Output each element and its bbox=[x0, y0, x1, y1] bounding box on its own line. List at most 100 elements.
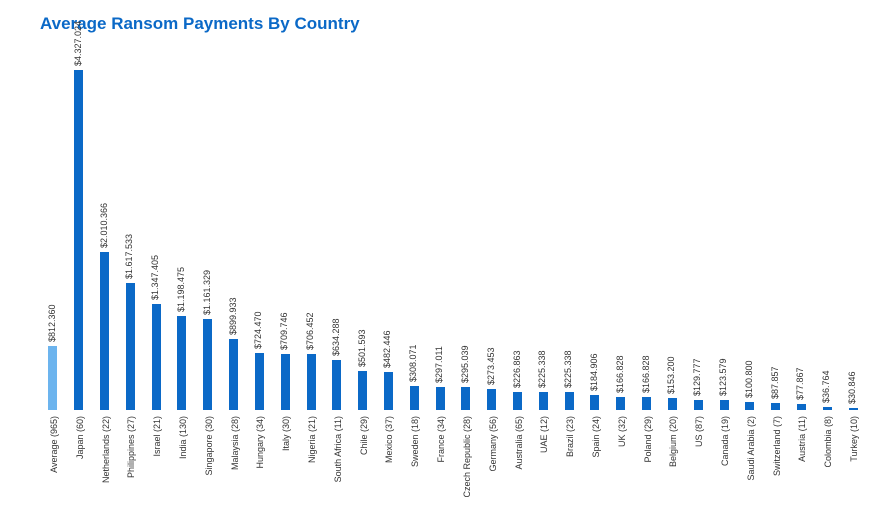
bar-value-label: $166.828 bbox=[641, 355, 651, 393]
bar-value-label: $100.800 bbox=[744, 360, 754, 398]
bar-value-label: $30.846 bbox=[847, 371, 857, 404]
bar-value-label: $153.200 bbox=[666, 356, 676, 394]
category-label: Nigeria (21) bbox=[307, 416, 317, 463]
bar bbox=[152, 304, 161, 410]
category-label: US (87) bbox=[694, 416, 704, 447]
category-label: Chile (29) bbox=[359, 416, 369, 455]
bar-upper: $4.327.024 bbox=[66, 60, 92, 410]
category-label-wrap: Saudi Arabia (2) bbox=[737, 410, 763, 510]
category-label: India (130) bbox=[178, 416, 188, 459]
bar-slot: $1.347.405Israel (21) bbox=[143, 60, 169, 510]
bar bbox=[694, 400, 703, 410]
bar-value-label: $123.579 bbox=[718, 358, 728, 396]
category-label-wrap: Singapore (30) bbox=[195, 410, 221, 510]
bar-slot: $273.453 Germany (56) bbox=[479, 60, 505, 510]
category-label-wrap: India (130) bbox=[169, 410, 195, 510]
bar-upper: $501.593 bbox=[350, 60, 376, 410]
bar-slot: $225.338 UAE (12) bbox=[530, 60, 556, 510]
bar-slot: $295.039Czech Republic (28) bbox=[453, 60, 479, 510]
category-label-wrap: UK (32) bbox=[608, 410, 634, 510]
bar bbox=[461, 387, 470, 410]
category-label-wrap: Average (965) bbox=[40, 410, 66, 510]
bar-slot: $166.828UK (32) bbox=[608, 60, 634, 510]
category-label-wrap: France (34) bbox=[427, 410, 453, 510]
category-label-wrap: Colombia (8) bbox=[814, 410, 840, 510]
category-label-wrap: Italy (30) bbox=[272, 410, 298, 510]
bar bbox=[126, 283, 135, 410]
category-label-wrap: Spain (24) bbox=[582, 410, 608, 510]
bar-value-label: $634.288 bbox=[331, 318, 341, 356]
category-label: Australia (65) bbox=[514, 416, 524, 470]
bar-upper: $225.338 bbox=[530, 60, 556, 410]
bar-upper: $2.010.366 bbox=[92, 60, 118, 410]
bar-value-label: $706.452 bbox=[305, 312, 315, 350]
bar-slot: $87.857Switzerland (7) bbox=[763, 60, 789, 510]
bar-slot: $184.906Spain (24) bbox=[582, 60, 608, 510]
category-label-wrap: Chile (29) bbox=[350, 410, 376, 510]
bar-upper: $724.470 bbox=[247, 60, 273, 410]
bar bbox=[513, 392, 522, 410]
bar-slot: $706.452 Nigeria (21) bbox=[298, 60, 324, 510]
bar bbox=[177, 316, 186, 410]
bar-slot: $153.200 Belgium (20) bbox=[660, 60, 686, 510]
bar-slot: $899.933Malaysia (28) bbox=[221, 60, 247, 510]
bar-upper: $634.288 bbox=[324, 60, 350, 410]
category-label: Philippines (27) bbox=[126, 416, 136, 478]
bar bbox=[487, 389, 496, 410]
bar-upper: $273.453 bbox=[479, 60, 505, 410]
bar-slot: $129.777US (87) bbox=[685, 60, 711, 510]
bar-upper: $1.347.405 bbox=[143, 60, 169, 410]
bar-slot: $36.764Colombia (8) bbox=[814, 60, 840, 510]
bar bbox=[745, 402, 754, 410]
bar-upper: $225.338 bbox=[556, 60, 582, 410]
bar-value-label: $482.446 bbox=[382, 330, 392, 368]
bar-upper: $166.828 bbox=[608, 60, 634, 410]
category-label: Spain (24) bbox=[591, 416, 601, 458]
category-label-wrap: Malaysia (28) bbox=[221, 410, 247, 510]
category-label-wrap: Nigeria (21) bbox=[298, 410, 324, 510]
bar-slot: $297.011France (34) bbox=[427, 60, 453, 510]
bar bbox=[307, 354, 316, 410]
category-label: Netherlands (22) bbox=[101, 416, 111, 483]
bar bbox=[203, 319, 212, 410]
bar-upper: $36.764 bbox=[814, 60, 840, 410]
category-label-wrap: Poland (29) bbox=[634, 410, 660, 510]
bar-upper: $153.200 bbox=[660, 60, 686, 410]
category-label-wrap: UAE (12) bbox=[530, 410, 556, 510]
bar-upper: $226.863 bbox=[505, 60, 531, 410]
category-label-wrap: Brazil (23) bbox=[556, 410, 582, 510]
chart-title: Average Ransom Payments By Country bbox=[40, 14, 360, 34]
category-label: Germany (56) bbox=[488, 416, 498, 472]
bar-upper: $706.452 bbox=[298, 60, 324, 410]
bar-upper: $812.360 bbox=[40, 60, 66, 410]
category-label-wrap: Philippines (27) bbox=[117, 410, 143, 510]
bar bbox=[668, 398, 677, 410]
bar-value-label: $308.071 bbox=[408, 344, 418, 382]
bar-slot: $482.446 Mexico (37) bbox=[376, 60, 402, 510]
bar-slot: $308.071Sweden (18) bbox=[401, 60, 427, 510]
bar bbox=[771, 403, 780, 410]
bar bbox=[720, 400, 729, 410]
bar-upper: $1.161.329 bbox=[195, 60, 221, 410]
category-label: Mexico (37) bbox=[384, 416, 394, 463]
category-label-wrap: Netherlands (22) bbox=[92, 410, 118, 510]
category-label: UAE (12) bbox=[539, 416, 549, 453]
bar bbox=[565, 392, 574, 410]
category-label: Switzerland (7) bbox=[772, 416, 782, 476]
category-label: Austria (11) bbox=[797, 416, 807, 462]
bar-value-label: $225.338 bbox=[563, 350, 573, 388]
bar bbox=[100, 252, 109, 410]
bar-slot: $1.617.533Philippines (27) bbox=[117, 60, 143, 510]
category-label: Japan (60) bbox=[75, 416, 85, 459]
bar-slot: $1.198.475 India (130) bbox=[169, 60, 195, 510]
bar bbox=[616, 397, 625, 410]
category-label: Singapore (30) bbox=[204, 416, 214, 476]
bar-slot: $634.288South Africa (11) bbox=[324, 60, 350, 510]
category-label-wrap: Czech Republic (28) bbox=[453, 410, 479, 510]
bar bbox=[642, 397, 651, 410]
bar bbox=[384, 372, 393, 410]
category-label: Belgium (20) bbox=[668, 416, 678, 467]
bar-value-label: $1.198.475 bbox=[176, 267, 186, 312]
bar-upper: $297.011 bbox=[427, 60, 453, 410]
bar bbox=[332, 360, 341, 410]
